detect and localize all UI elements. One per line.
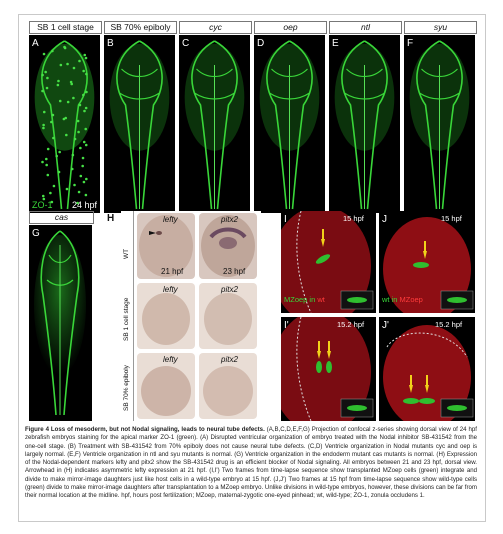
- panel-i: I 15 hpf MZoep in wt: [281, 211, 376, 313]
- row-label-sb70: SB 70% epiboly: [123, 365, 130, 411]
- panel-i-time: 15 hpf: [343, 214, 364, 223]
- h-wt-lefty: lefty 21 hpf: [137, 213, 195, 279]
- panel-d-letter: D: [257, 38, 265, 49]
- panel-b-letter: B: [107, 38, 114, 49]
- h-col-pitx2-1: pitx2: [221, 215, 238, 224]
- zo1-label: ZO-1: [32, 200, 53, 210]
- stage-label: 24 hpf: [71, 200, 97, 210]
- panel-j-prime-time: 15.2 hpf: [435, 320, 463, 329]
- panel-j-time: 15 hpf: [441, 214, 462, 223]
- panel-i-label: MZoep in wt: [284, 295, 325, 304]
- caption-body: (A,B,C,D,E,F,G) Projection of confocal z…: [25, 426, 477, 500]
- panel-g: G: [29, 225, 92, 421]
- row-label-sb1: SB 1 cell stage: [123, 297, 130, 341]
- panel-header-c: cyc: [179, 21, 252, 34]
- panel-f: F: [404, 35, 475, 213]
- panel-c-letter: C: [182, 38, 190, 49]
- row-label-wt: WT: [123, 248, 130, 259]
- figure-caption: Figure 4 Loss of mesoderm, but not Nodal…: [25, 426, 477, 501]
- panel-a: A ZO-1 24 hpf: [29, 35, 100, 213]
- panel-f-letter: F: [407, 38, 414, 49]
- h-sb70-lefty: lefty: [137, 353, 195, 419]
- figure-frame: SB 1 cell stage SB 70% epiboly cyc oep ntl sy…: [18, 14, 486, 522]
- h-sb1-pitx2: pitx2: [199, 283, 257, 349]
- caption-title: Figure 4 Loss of mesoderm, but not Nodal…: [25, 426, 265, 433]
- panel-e: E: [329, 35, 400, 213]
- panel-b: B: [104, 35, 175, 213]
- panel-header-b: SB 70% epiboly: [104, 21, 177, 34]
- panel-g-header: cas: [29, 211, 94, 224]
- panel-i-prime-letter: I': [284, 320, 289, 331]
- panel-j-label-green: wt in: [382, 295, 398, 304]
- panel-j-prime: J' 15.2 hpf: [379, 317, 475, 421]
- panel-h: WT SB 1 cell stage SB 70% epiboly lefty …: [121, 211, 261, 421]
- h-stage-right: 23 hpf: [223, 267, 246, 276]
- panel-c: C: [179, 35, 250, 213]
- h-sb70-pitx2: pitx2: [199, 353, 257, 419]
- panel-j-label-red: MZoep: [399, 295, 423, 304]
- panel-i-prime: I' 15.2 hpf: [281, 317, 376, 421]
- h-col-lefty-3: lefty: [163, 355, 178, 364]
- panel-h-letter: H: [107, 213, 115, 224]
- panel-i-label-green: MZoep in: [284, 295, 316, 304]
- panel-header-f: syu: [404, 21, 477, 34]
- panel-e-letter: E: [332, 38, 339, 49]
- h-col-pitx2-2: pitx2: [221, 285, 238, 294]
- panel-header-e: ntl: [329, 21, 402, 34]
- panel-d: D: [254, 35, 325, 213]
- panel-g-letter: G: [32, 228, 40, 239]
- panel-a-letter: A: [32, 38, 39, 49]
- h-col-pitx2-3: pitx2: [221, 355, 238, 364]
- h-col-lefty-1: lefty: [163, 215, 178, 224]
- panel-header-a: SB 1 cell stage: [29, 21, 102, 34]
- panel-i-prime-time: 15.2 hpf: [337, 320, 365, 329]
- h-stage-left: 21 hpf: [161, 267, 184, 276]
- panel-header-d: oep: [254, 21, 327, 34]
- panel-j-prime-letter: J': [382, 320, 389, 331]
- panel-i-letter: I: [284, 214, 287, 225]
- h-col-lefty-2: lefty: [163, 285, 178, 294]
- panel-j: J 15 hpf wt in MZoep: [379, 211, 475, 313]
- panel-j-label: wt in MZoep: [382, 295, 423, 304]
- h-wt-pitx2: pitx2 23 hpf: [199, 213, 257, 279]
- panel-i-label-red: wt: [317, 295, 325, 304]
- panel-j-letter: J: [382, 214, 387, 225]
- h-sb1-lefty: lefty: [137, 283, 195, 349]
